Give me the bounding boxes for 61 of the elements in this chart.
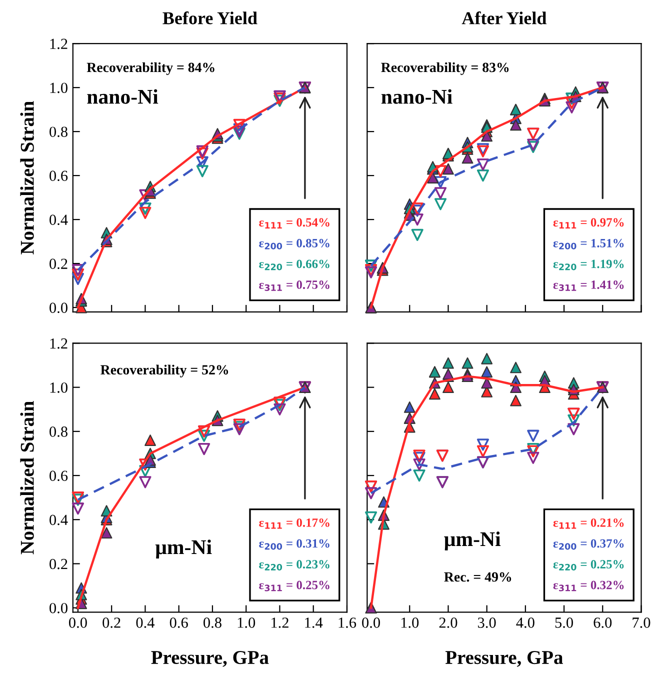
text: ε$_{220}$ = 0.66% <box>259 260 330 270</box>
chart-title: After Yield <box>462 11 547 24</box>
text: ε$_{311}$ = 1.41% <box>553 280 624 291</box>
y-axis-title: Normalized Strain <box>20 101 34 254</box>
x-tick-label: 2.0 <box>439 618 458 628</box>
y-tick-label: 1.0 <box>50 82 68 94</box>
x-tick-label: 0.0 <box>68 618 87 628</box>
text: ε$_{311}$ = 0.32% <box>553 580 624 592</box>
x-tick-label: 0.2 <box>102 618 120 628</box>
text: ε$_{111}$ = 0.17% <box>259 518 330 529</box>
y-tick-label: 0.8 <box>50 426 68 437</box>
text: ε$_{111}$ = 0.21% <box>553 518 624 529</box>
y-tick-label: 0.6 <box>50 170 68 182</box>
x-tick-label: 0.0 <box>362 618 380 628</box>
x-tick-label: 1.0 <box>238 618 256 628</box>
text: ε$_{220}$ = 0.25% <box>553 560 624 571</box>
x-tick-label: 4.0 <box>516 618 534 628</box>
text: ε$_{311}$ = 0.75% <box>259 280 330 291</box>
y-tick-label: 0.2 <box>50 558 68 570</box>
annotation: nano-Ni <box>381 89 452 104</box>
x-tick-label: 5.0 <box>555 618 573 628</box>
x-axis-title: Pressure, GPa <box>151 650 269 667</box>
chart-title: Before Yield <box>162 11 258 24</box>
annotation: μm-Ni <box>444 532 501 550</box>
x-tick-label: 0.8 <box>204 618 222 628</box>
text: ε$_{220}$ = 0.23% <box>259 560 330 571</box>
y-tick-label: 1.0 <box>50 382 68 393</box>
text: ε$_{200}$ = 1.51% <box>553 238 624 250</box>
x-tick-label: 0.6 <box>170 618 188 628</box>
annotation: Recoverability = 84% <box>86 62 214 75</box>
x-tick-label: 6.0 <box>594 618 612 628</box>
x-tick-label: 0.4 <box>136 618 155 628</box>
y-tick-label: 1.2 <box>50 338 68 349</box>
annotation: Recoverability = 83% <box>381 62 509 75</box>
x-tick-label: 1.0 <box>401 618 419 628</box>
x-tick-label: 3.0 <box>478 618 496 628</box>
annotation: μm-Ni <box>155 540 212 558</box>
text: ε$_{200}$ = 0.37% <box>553 539 624 550</box>
y-tick-label: 0.0 <box>50 302 68 314</box>
y-tick-label: 0.0 <box>50 602 68 614</box>
x-tick-label: 1.6 <box>338 618 356 628</box>
y-axis-title: Normalized Strain <box>20 401 34 554</box>
x-tick-label: 1.2 <box>272 618 288 628</box>
x-axis-title: Pressure, GPa <box>445 650 563 667</box>
text: ε$_{200}$ = 0.31% <box>259 539 330 550</box>
text: ε$_{200}$ = 0.85% <box>259 238 330 250</box>
y-tick-label: 0.6 <box>50 470 68 482</box>
text: ε$_{311}$ = 0.25% <box>259 580 330 592</box>
x-tick-label: 7.0 <box>632 618 650 628</box>
y-tick-label: 0.2 <box>50 258 68 270</box>
y-tick-label: 1.2 <box>50 38 68 50</box>
y-tick-label: 0.8 <box>50 126 68 138</box>
y-tick-label: 0.4 <box>50 214 68 226</box>
text: ε$_{220}$ = 1.19% <box>553 260 624 270</box>
text: ε$_{111}$ = 0.54% <box>259 218 330 228</box>
annotation: Rec. = 49% <box>444 572 512 582</box>
text: ε$_{111}$ = 0.97% <box>553 218 624 228</box>
x-tick-label: 1.4 <box>305 618 323 628</box>
y-tick-label: 0.4 <box>50 514 68 526</box>
annotation: nano-Ni <box>87 89 158 104</box>
annotation: Recoverability = 52% <box>100 364 228 378</box>
